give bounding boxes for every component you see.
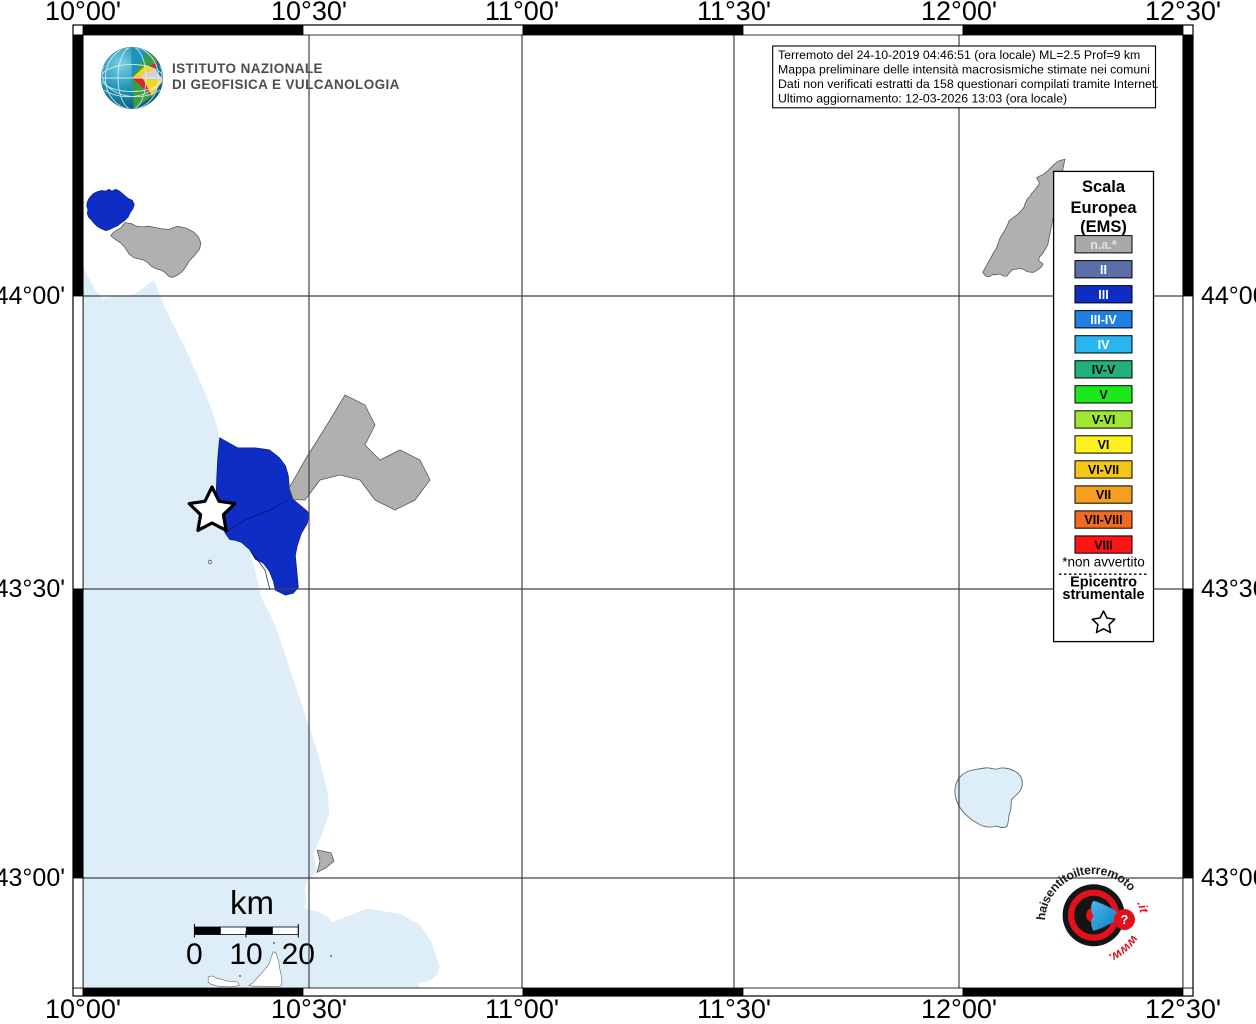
svg-text:?: ? — [1121, 913, 1129, 927]
svg-text:44°00': 44°00' — [0, 282, 65, 310]
svg-text:ISTITUTO NAZIONALE: ISTITUTO NAZIONALE — [172, 61, 323, 76]
svg-text:Ultimo aggiornamento: 12-03-20: Ultimo aggiornamento: 12-03-2026 13:03 (… — [778, 92, 1067, 106]
svg-text:11°00': 11°00' — [485, 994, 559, 1024]
svg-text:12°30': 12°30' — [1145, 0, 1221, 26]
svg-text:VII: VII — [1096, 488, 1111, 502]
svg-text:VI: VI — [1098, 438, 1110, 452]
svg-text:12°00': 12°00' — [921, 0, 997, 26]
svg-text:44°00': 44°00' — [1201, 282, 1256, 310]
svg-text:V-VI: V-VI — [1092, 413, 1116, 427]
svg-text:43°00': 43°00' — [1201, 864, 1256, 892]
svg-text:Mappa preliminare delle intens: Mappa preliminare delle intensità macros… — [778, 63, 1150, 77]
svg-text:DI GEOFISICA E VULCANOLOGIA: DI GEOFISICA E VULCANOLOGIA — [172, 77, 400, 92]
svg-text:III: III — [1098, 288, 1108, 302]
svg-text:10°00': 10°00' — [45, 0, 121, 26]
svg-text:20: 20 — [282, 938, 315, 971]
svg-text:11°30': 11°30' — [697, 0, 771, 26]
svg-text:Scala: Scala — [1082, 178, 1126, 196]
svg-text:43°30': 43°30' — [0, 575, 65, 603]
svg-text:*non avvertito: *non avvertito — [1062, 554, 1145, 569]
svg-text:10°00': 10°00' — [45, 994, 121, 1024]
svg-text:10: 10 — [229, 938, 262, 971]
svg-text:km: km — [230, 884, 274, 921]
svg-text:n.a.*: n.a.* — [1090, 238, 1117, 252]
svg-text:Dati non verificati estratti d: Dati non verificati estratti da 158 ques… — [778, 77, 1159, 91]
svg-text:Europea: Europea — [1070, 199, 1137, 217]
svg-text:IV-V: IV-V — [1092, 363, 1116, 377]
svg-text:II: II — [1100, 263, 1107, 277]
svg-text:12°30': 12°30' — [1145, 994, 1221, 1024]
svg-text:43°00': 43°00' — [0, 864, 65, 892]
svg-text:Terremoto del 24-10-2019 04:46: Terremoto del 24-10-2019 04:46:51 (ora l… — [778, 48, 1140, 62]
svg-text:11°00': 11°00' — [485, 0, 559, 26]
svg-text:IV: IV — [1098, 338, 1110, 352]
svg-text:12°00': 12°00' — [921, 994, 997, 1024]
svg-text:10°30': 10°30' — [271, 994, 347, 1024]
svg-text:0: 0 — [186, 938, 203, 971]
svg-text:VII-VIII: VII-VIII — [1084, 513, 1122, 527]
svg-text:(EMS): (EMS) — [1080, 218, 1127, 236]
svg-text:10°30': 10°30' — [271, 0, 347, 26]
svg-text:VI-VII: VI-VII — [1088, 463, 1119, 477]
svg-text:III-IV: III-IV — [1090, 313, 1117, 327]
svg-text:V: V — [1099, 388, 1108, 402]
svg-text:11°30': 11°30' — [697, 994, 771, 1024]
svg-text:strumentale: strumentale — [1062, 587, 1144, 603]
svg-text:VIII: VIII — [1094, 538, 1113, 552]
svg-text:43°30': 43°30' — [1201, 575, 1256, 603]
